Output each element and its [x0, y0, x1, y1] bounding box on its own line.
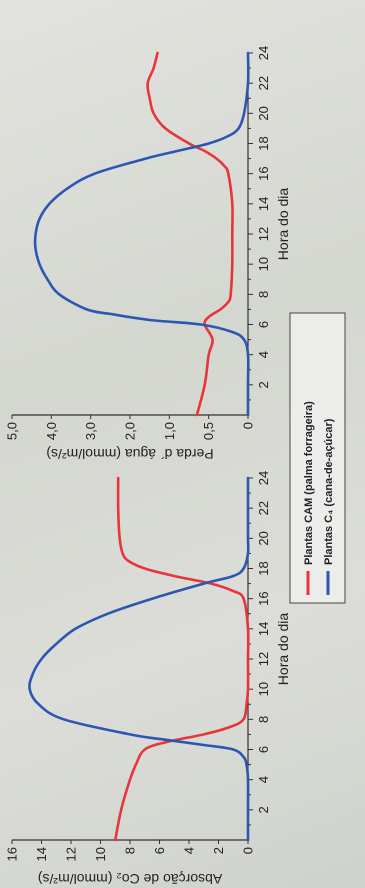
x-tick-label: 10	[256, 257, 271, 271]
y-tick-label: 16	[5, 847, 20, 861]
y-tick-label: 4,0	[44, 422, 59, 440]
y-tick-label: 2,0	[123, 422, 138, 440]
y-tick-label: 6	[152, 847, 167, 854]
water-loss-chart: Perda d´ água (mmol/m²/s) Hora do dia 0 0…	[5, 46, 292, 462]
x-tick-label: 22	[256, 501, 271, 515]
x-tick-label: 4	[256, 776, 271, 783]
y-axis-label: Perda d´ água (mmol/m²/s)	[46, 446, 213, 462]
legend: Plantas CAM (palma forrageira) Plantas C…	[289, 312, 346, 604]
x-tick-label: 18	[256, 136, 271, 150]
x-tick-label: 12	[256, 227, 271, 241]
legend-label-c4: Plantas C₄ (cana-de-açúcar)	[323, 418, 335, 565]
x-tick-label: 14	[256, 197, 271, 211]
x-tick-label: 20	[256, 106, 271, 120]
x-tick-label: 12	[256, 652, 271, 666]
y-tick-label: 5,0	[5, 422, 20, 440]
legend-label-cam: Plantas CAM (palma forrageira)	[303, 401, 315, 565]
x-tick-label: 8	[256, 716, 271, 723]
x-tick-label: 4	[256, 351, 271, 358]
legend-box	[289, 312, 346, 604]
co2-absorption-chart: Absorção de Co₂ (mmol/m²/s) Hora do dia …	[5, 471, 292, 887]
y-tick-label: 4	[182, 847, 197, 854]
y-tick-label: 3,0	[83, 422, 98, 440]
y-tick-label: 12	[64, 847, 79, 861]
x-tick-label: 14	[256, 622, 271, 636]
x-tick-label: 18	[256, 561, 271, 575]
x-tick-label: 6	[256, 321, 271, 328]
x-tick-label: 22	[256, 76, 271, 90]
x-tick-label: 8	[256, 291, 271, 298]
x-tick-label: 16	[256, 591, 271, 605]
x-tick-label: 16	[256, 166, 271, 180]
y-tick-label: 10	[93, 847, 108, 861]
x-tick-label: 24	[256, 46, 271, 60]
series-line-c4	[28, 476, 250, 842]
x-tick-label: 2	[256, 806, 271, 813]
x-axis-label: Hora do dia	[275, 188, 291, 261]
x-tick-label: 2	[256, 381, 271, 388]
y-tick-label: 0,5	[201, 422, 216, 440]
series-line-cam	[114, 476, 250, 842]
y-axis-label: Absorção de Co₂ (mmol/m²/s)	[38, 871, 222, 887]
x-tick-label: 6	[256, 746, 271, 753]
y-tick-label: 1,0	[162, 422, 177, 440]
y-tick-label: 0	[241, 847, 256, 854]
series-line-cam	[146, 51, 234, 417]
x-tick-label: 24	[256, 471, 271, 485]
y-tick-label: 2	[211, 847, 226, 854]
y-tick-label: 14	[34, 847, 49, 861]
x-tick-label: 10	[256, 682, 271, 696]
x-axis-label: Hora do dia	[275, 613, 291, 686]
y-tick-label: 0	[241, 422, 256, 429]
y-tick-label: 8	[123, 847, 138, 854]
series-line-c4	[33, 51, 250, 417]
x-tick-label: 20	[256, 531, 271, 545]
